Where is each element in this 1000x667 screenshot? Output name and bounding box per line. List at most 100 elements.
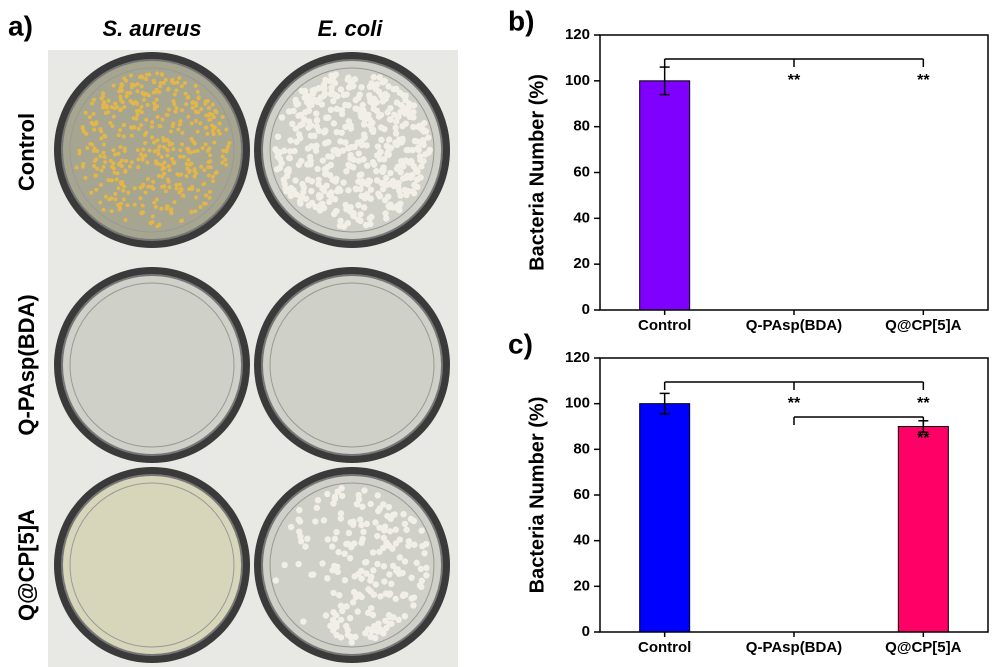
colony	[323, 170, 330, 177]
colony	[376, 155, 384, 163]
colony	[368, 213, 375, 221]
colony	[401, 186, 409, 194]
colony	[155, 224, 160, 229]
colony	[125, 203, 130, 208]
colony	[334, 187, 341, 195]
colony	[358, 138, 365, 145]
colony	[139, 152, 144, 157]
colony	[304, 92, 312, 100]
colony	[160, 167, 165, 172]
dish	[261, 474, 443, 656]
colony	[333, 528, 340, 536]
colony	[355, 178, 362, 185]
colony	[307, 132, 315, 139]
colony	[314, 98, 321, 106]
colony	[305, 202, 313, 209]
colony	[154, 161, 159, 166]
colony	[152, 104, 157, 109]
colony	[224, 149, 229, 154]
colony	[99, 96, 104, 101]
colony	[383, 174, 390, 182]
significance-mark: **	[917, 395, 930, 412]
colony	[326, 198, 333, 206]
colony	[190, 105, 195, 110]
colony	[367, 186, 375, 193]
colony	[187, 187, 192, 192]
dish-inner	[69, 67, 235, 233]
colony	[161, 144, 166, 149]
colony	[413, 559, 420, 567]
colony	[357, 110, 364, 118]
colony	[347, 633, 354, 641]
colony	[111, 83, 116, 88]
colony	[129, 133, 134, 138]
colony	[401, 613, 409, 620]
colony	[101, 164, 106, 169]
colony	[338, 485, 345, 492]
y-tick-label: 60	[573, 486, 590, 503]
colony	[296, 506, 303, 514]
colony	[373, 177, 381, 184]
bar	[897, 426, 949, 633]
colony	[103, 194, 108, 199]
colony	[158, 84, 163, 89]
colony	[224, 127, 229, 132]
colony	[332, 620, 340, 627]
colony	[334, 568, 341, 576]
colony	[374, 492, 381, 499]
colony	[383, 539, 390, 546]
colony	[114, 177, 119, 182]
colony	[358, 567, 365, 575]
colony	[386, 528, 394, 535]
colony	[374, 143, 382, 150]
colony	[101, 142, 106, 147]
colony	[140, 203, 145, 208]
colony	[101, 103, 106, 108]
colony	[399, 107, 407, 114]
colony	[184, 174, 189, 179]
colony	[377, 124, 385, 131]
colony	[181, 154, 186, 159]
colony	[358, 84, 365, 91]
colony	[297, 122, 304, 129]
colony	[167, 185, 172, 190]
colony	[183, 91, 188, 96]
colony	[352, 593, 360, 601]
colony	[202, 181, 207, 186]
colony	[337, 86, 345, 93]
colony	[217, 121, 222, 126]
colony	[135, 112, 140, 117]
colony	[359, 503, 366, 510]
colony	[172, 92, 177, 97]
colony	[121, 134, 126, 139]
colony	[292, 99, 300, 107]
colony	[392, 130, 400, 137]
colony	[418, 583, 425, 591]
colony	[390, 86, 397, 93]
colony	[118, 97, 123, 102]
colony	[220, 114, 225, 119]
colony	[392, 595, 399, 603]
colony	[333, 207, 340, 215]
colony	[156, 151, 161, 156]
colony	[101, 150, 106, 155]
dish	[61, 474, 243, 656]
colony	[351, 143, 358, 151]
colony	[393, 567, 400, 575]
colony	[91, 111, 96, 116]
colony	[331, 535, 339, 543]
colony	[408, 159, 415, 166]
colony	[365, 111, 372, 118]
colony	[299, 180, 306, 188]
y-tick-label: 100	[565, 72, 590, 89]
colony	[312, 518, 319, 525]
colony	[365, 586, 372, 593]
colony	[387, 169, 394, 177]
colony	[324, 490, 331, 498]
colony	[171, 99, 176, 104]
colony	[160, 162, 165, 167]
colony	[312, 147, 320, 154]
colony	[322, 612, 330, 619]
colony	[108, 158, 113, 163]
